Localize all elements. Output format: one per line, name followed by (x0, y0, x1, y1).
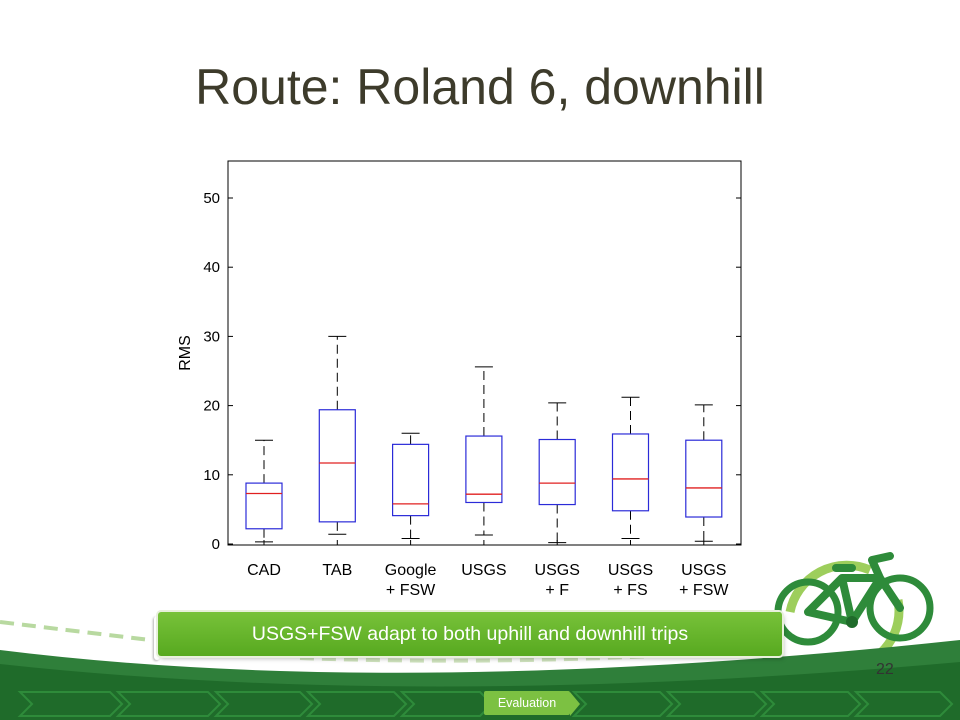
x-tick-label: CAD (247, 562, 281, 579)
y-tick-label: 30 (203, 328, 220, 345)
nav-section-evaluation[interactable]: Evaluation (484, 691, 570, 715)
x-tick-label: + FSW (386, 582, 436, 599)
box (465, 435, 503, 504)
y-axis-label: RMS (177, 335, 194, 371)
box (245, 482, 283, 530)
x-tick-label: + FS (613, 582, 647, 599)
boxplot-chart: 0 10 20 30 40 50 RMS CAD TAB Google + FSW USGS USGS +… (177, 160, 742, 599)
box (611, 433, 650, 512)
page-number: 22 (876, 661, 894, 678)
x-tick-label: + FSW (679, 582, 729, 599)
y-tick-label: 20 (203, 398, 220, 415)
y-tick-label: 50 (203, 190, 220, 207)
y-tick-label: 40 (203, 259, 220, 276)
x-tick-label: Google (385, 562, 437, 579)
plot-area: 0 10 20 30 40 50 RMS CAD TAB Google + FSW USGS USGS +… (177, 160, 742, 599)
banner-text: USGS+FSW adapt to both uphill and downhi… (251, 623, 689, 645)
x-tick-label: USGS (535, 562, 580, 579)
key-takeaway-banner: USGS+FSW adapt to both uphill and downhi… (158, 612, 782, 656)
x-tick-label: USGS (608, 562, 653, 579)
box (318, 409, 356, 523)
footer-nav-chevrons (17, 691, 954, 717)
box (538, 438, 576, 506)
plot-frame (227, 160, 742, 546)
y-tick-label: 0 (212, 536, 220, 553)
y-tick-label: 10 (203, 467, 220, 484)
x-tick-label: USGS (681, 562, 726, 579)
x-tick-label: TAB (322, 562, 352, 579)
x-tick-label: + F (545, 582, 569, 599)
banner-endcap (154, 616, 160, 660)
slide-title: Route: Roland 6, downhill (195, 59, 765, 115)
box (685, 439, 723, 518)
x-tick-label: USGS (461, 562, 506, 579)
